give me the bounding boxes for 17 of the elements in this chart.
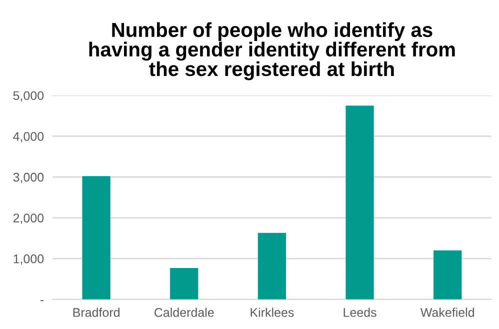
y-tick-label: 3,000 bbox=[13, 172, 44, 184]
y-tick-label: 2,000 bbox=[13, 214, 44, 224]
chart-title: Number of people who identify as having a gender identity different from the sex registered at birth bbox=[89, 22, 455, 80]
bar bbox=[434, 250, 462, 300]
bar bbox=[170, 268, 198, 300]
bar bbox=[346, 106, 374, 300]
x-tick-label: Calderdale bbox=[154, 308, 214, 317]
y-tick-label: 4,000 bbox=[13, 132, 44, 142]
bar bbox=[82, 176, 110, 300]
bar bbox=[258, 232, 286, 300]
y-tick-label: 1,000 bbox=[14, 254, 44, 265]
y-tick-label: - bbox=[40, 300, 44, 302]
x-tick-label: Bradford bbox=[73, 308, 120, 317]
x-tick-label: Wakefield bbox=[420, 308, 474, 317]
x-tick-label: Leeds bbox=[344, 308, 376, 317]
x-tick-label: Kirklees bbox=[250, 308, 294, 317]
y-tick-label: 5,000 bbox=[13, 91, 44, 102]
